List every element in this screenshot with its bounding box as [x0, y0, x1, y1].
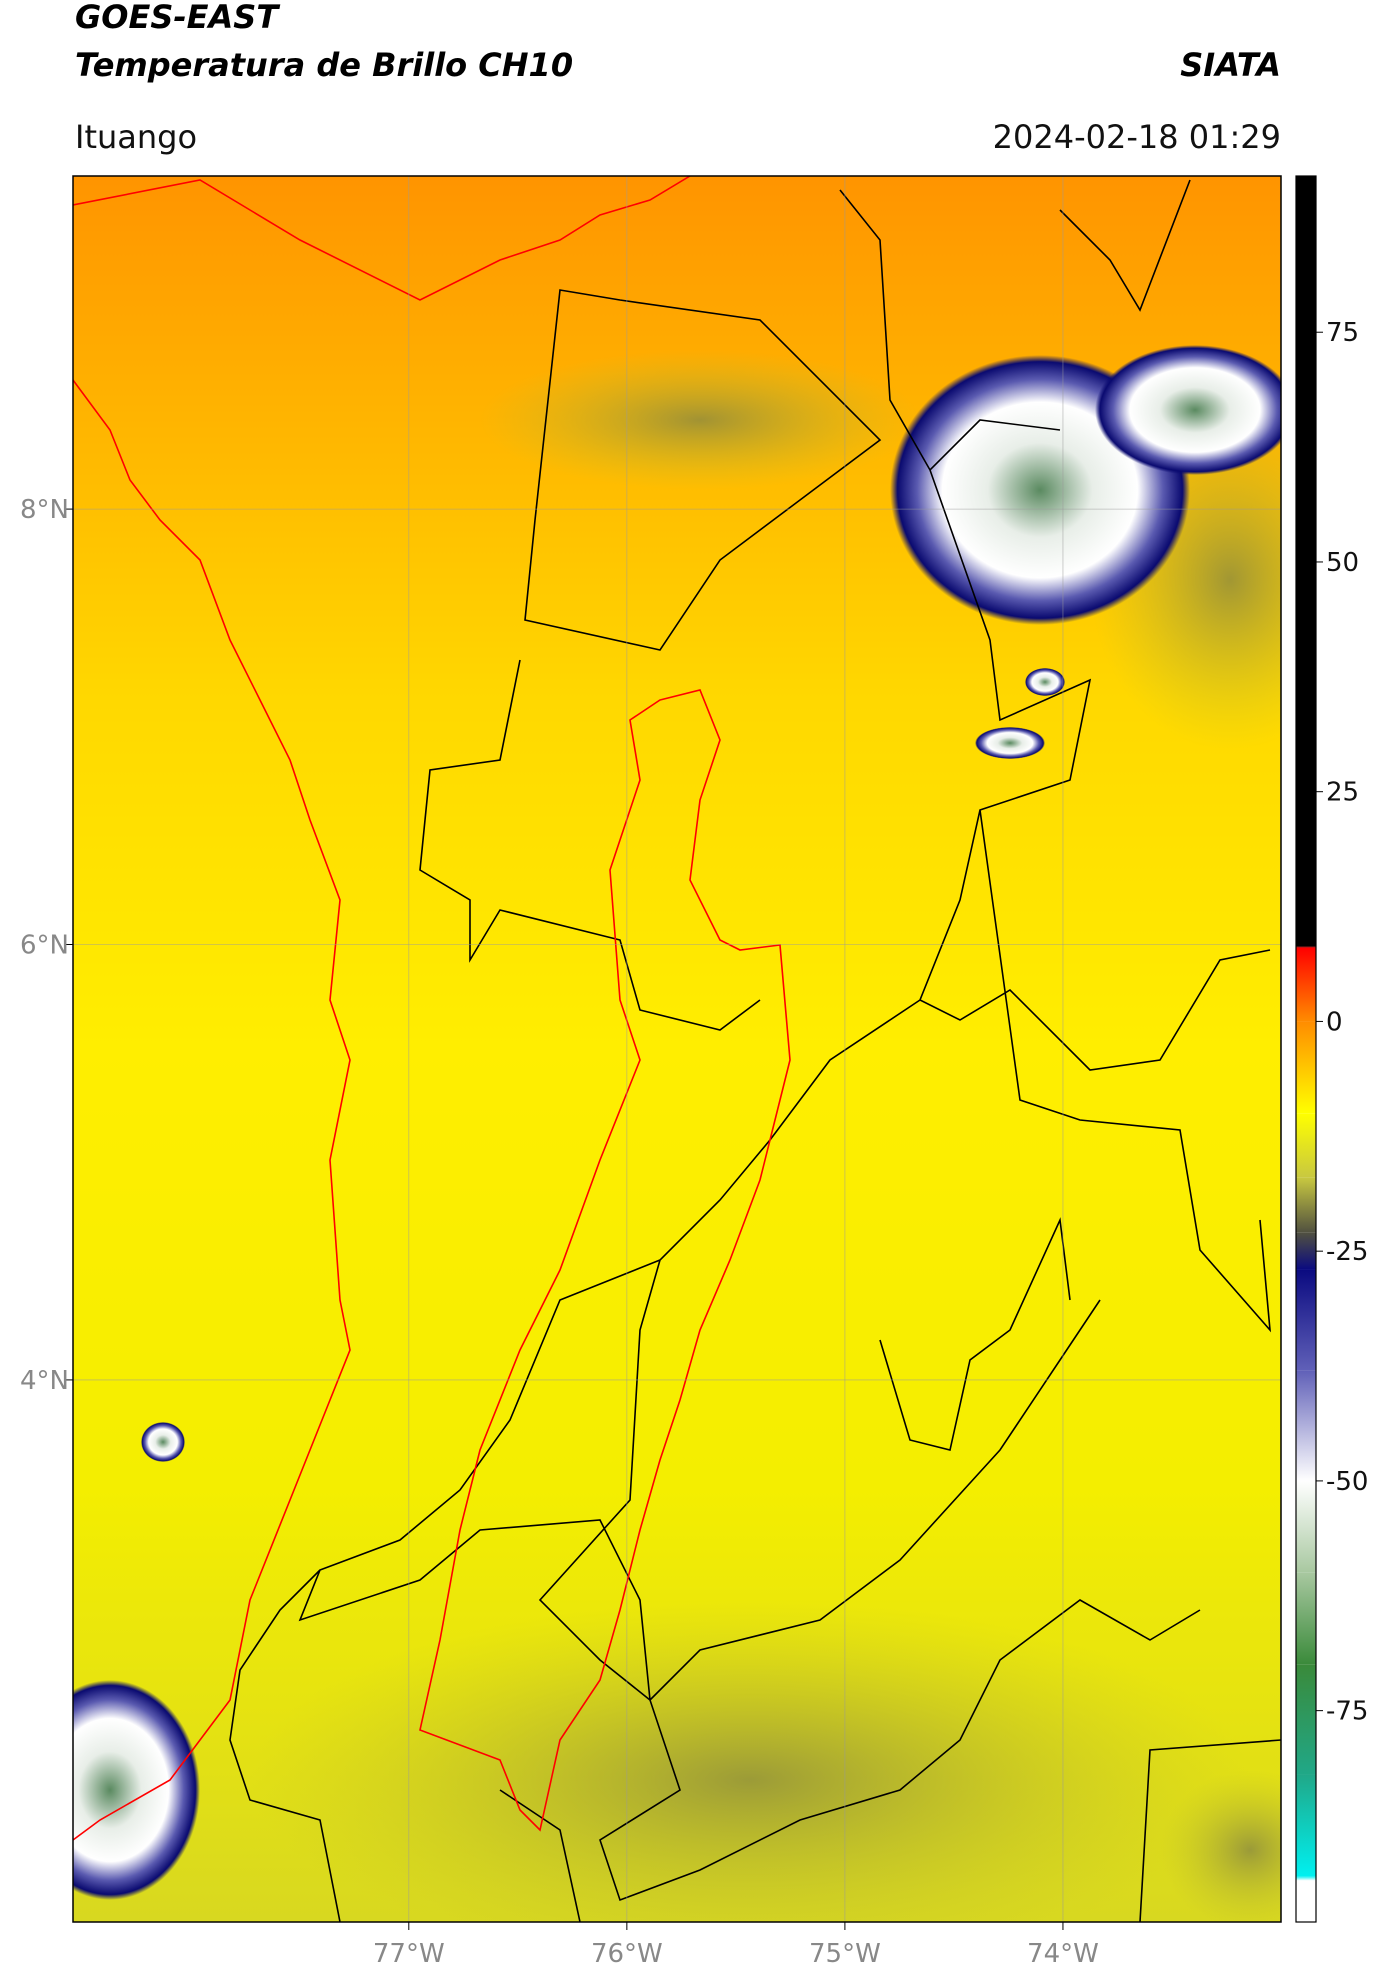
colorbar-segment [1296, 946, 1316, 948]
storm-cell [1095, 345, 1281, 475]
y-tick-label: 8°N [20, 495, 69, 525]
cloud [250, 1600, 1250, 1922]
colorbar-segment [1296, 1876, 1316, 1881]
colorbar-segment [1296, 1774, 1316, 1877]
storm-cell [1025, 668, 1065, 696]
cloud [480, 350, 920, 490]
org: SIATA [1180, 46, 1281, 84]
colorbar: 75 50 25 0 -25 -50 -75 [1296, 176, 1368, 1922]
colorbar-tick-label: -75 [1326, 1697, 1368, 1727]
x-tick-label: 74°W [1027, 1939, 1099, 1969]
subtitle: Temperatura de Brillo CH10 [75, 46, 573, 84]
x-tick-label: 76°W [591, 1939, 663, 1969]
datetime: 2024-02-18 01:29 [993, 118, 1281, 156]
colorbar-tick-label: 75 [1326, 318, 1359, 348]
colorbar-segment [1296, 1480, 1316, 1573]
colorbar-segment [1296, 1113, 1316, 1178]
colorbar-segment [1296, 1269, 1316, 1371]
colorbar-tick-label: 50 [1326, 548, 1359, 578]
grid: 77°W 76°W 75°W 74°W 8°N 6°N 4°N [20, 176, 1281, 1969]
map-frame [72, 175, 1282, 1923]
colorbar-segment [1296, 1232, 1316, 1270]
colorbar-segment [1296, 1880, 1316, 1922]
map-field [73, 176, 1281, 1922]
colorbar-segment [1296, 1021, 1316, 1114]
location: Ituango [75, 118, 197, 156]
title: GOES-EAST [75, 0, 280, 36]
x-tick-label: 75°W [809, 1939, 881, 1969]
colorbar-segment [1296, 1177, 1316, 1233]
storm-cell [73, 1680, 200, 1900]
colorbar-segment [1296, 1370, 1316, 1481]
colorbar-segment [1296, 1664, 1316, 1775]
storm-cell [141, 1422, 185, 1462]
colorbar-segment [1296, 176, 1316, 947]
colorbar-frame [1295, 175, 1317, 1923]
x-tick-label: 77°W [373, 1939, 445, 1969]
cloud [1160, 1770, 1281, 1922]
colorbar-segment [1296, 947, 1316, 1022]
y-tick-label: 6°N [20, 931, 69, 961]
colorbar-tick-label: 0 [1326, 1007, 1343, 1037]
colorbar-tick-label: -25 [1326, 1237, 1368, 1267]
colorbar-segment [1296, 1572, 1316, 1665]
storm-cell [975, 727, 1045, 759]
y-tick-label: 4°N [20, 1366, 69, 1396]
colorbar-tick-label: -50 [1326, 1467, 1368, 1497]
colorbar-tick-label: 25 [1326, 778, 1359, 808]
